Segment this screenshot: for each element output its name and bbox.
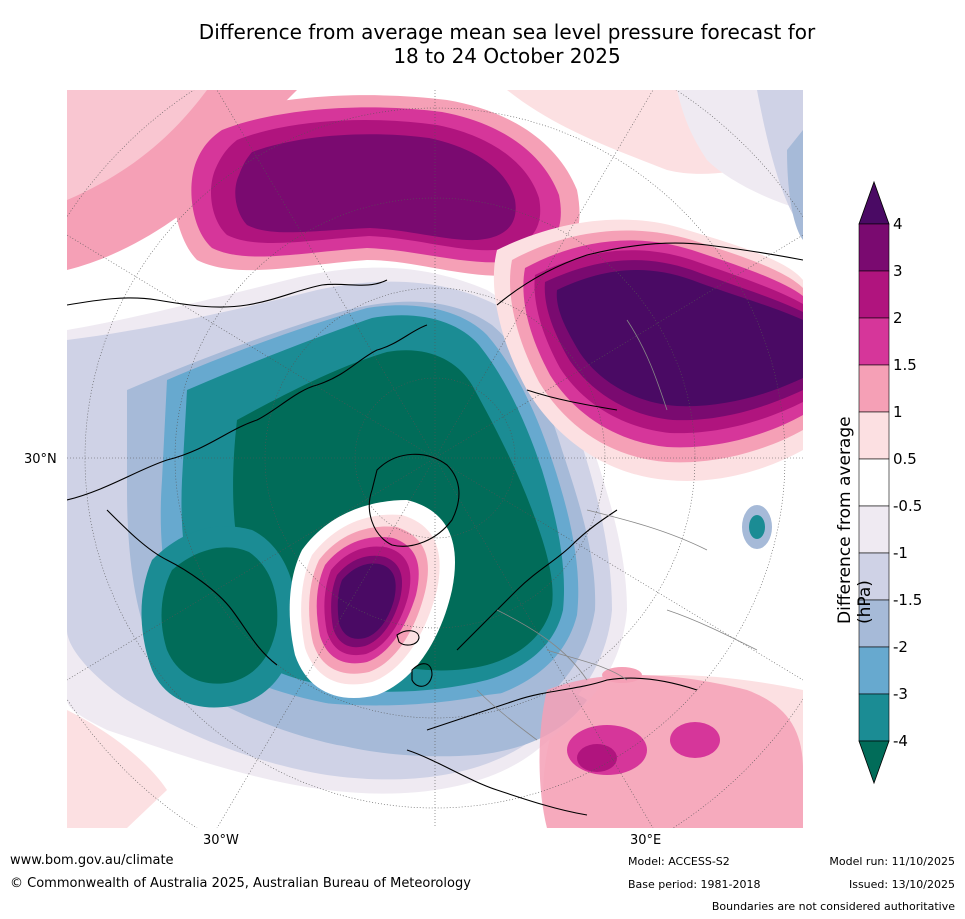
longitude-label-30w: 30°W [203,833,239,848]
colorbar-segment-cm2_m3 [858,646,890,695]
colorbar-segment-c1_05 [858,411,890,460]
model-name: Model: ACCESS-S2 [628,855,730,868]
colorbar-tick-label: -2 [893,638,908,656]
colorbar-segment-c4_3 [858,223,890,272]
colorbar-segment-c2_15 [858,317,890,366]
colorbar-segment-c05_m05 [858,458,890,507]
colorbar-segment-c15_1 [858,364,890,413]
website-link[interactable]: www.bom.gov.au/climate [10,853,174,868]
colorbar-tick-label: 3 [893,262,903,280]
colorbar-tick-label: 1 [893,403,903,421]
title-line-1: Difference from average mean sea level p… [198,20,816,44]
latitude-label-30n: 30°N [24,452,57,467]
colorbar-tick-label: -3 [893,685,908,703]
positive-anomaly-north-pacific [173,95,580,276]
colorbar-segment-cm15_m2 [858,599,890,648]
colorbar-title: Difference from average (hPa) [835,416,875,624]
copyright-notice: © Commonwealth of Australia 2025, Austra… [10,876,471,891]
colorbar-extend-low [858,740,890,785]
colorbar-tick-label: 1.5 [893,356,917,374]
colorbar-tick-label: -0.5 [893,497,923,515]
positive-anomaly-north-atlantic [289,500,455,699]
colorbar [858,180,890,785]
model-run: Model run: 11/10/2025 [829,855,955,868]
country-borders [476,319,758,741]
title-line-2: 18 to 24 October 2025 [393,44,621,68]
colorbar-tick-label: -4 [893,732,908,750]
base-period: Base period: 1981-2018 [628,878,761,891]
coastlines [67,242,803,816]
colorbar-tick-label: 2 [893,309,903,327]
colorbar-tick-label: -1 [893,544,908,562]
longitude-label-30e: 30°E [630,833,662,848]
boundaries-disclaimer: Boundaries are not considered authoritat… [711,900,955,913]
colorbar-tick-label: 4 [893,215,903,233]
colorbar-tick-label: -1.5 [893,591,923,609]
colorbar-segment-cm3_m4 [858,693,890,742]
colorbar-tick-label: 0.5 [893,450,917,468]
colorbar-extend-high [858,180,890,225]
issued-date: Issued: 13/10/2025 [848,878,955,891]
pressure-anomaly-map [67,90,803,828]
colorbar-segment-cm1_m15 [858,552,890,601]
colorbar-segment-c3_2 [858,270,890,319]
positive-anomaly-mediterranean [539,667,803,828]
map-title: Difference from average mean sea level p… [0,20,965,68]
